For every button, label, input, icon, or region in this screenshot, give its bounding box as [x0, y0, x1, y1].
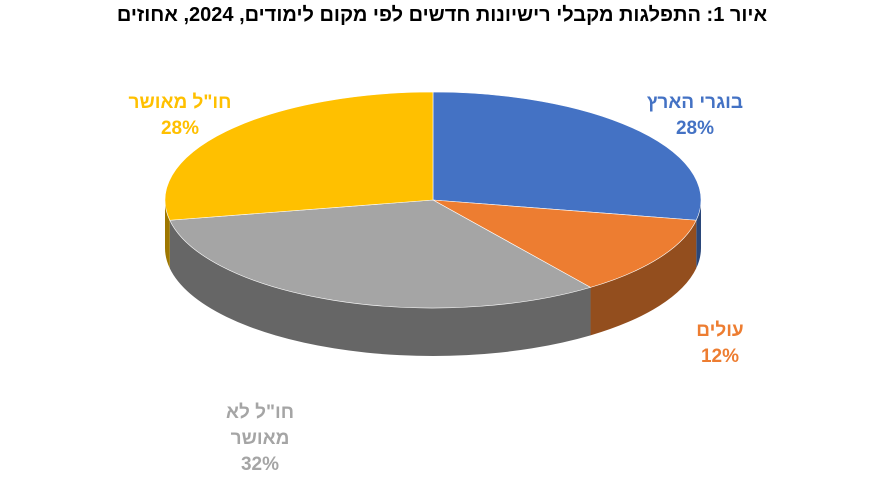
- slice-side: [169, 220, 591, 357]
- slice: [164, 91, 434, 221]
- category-label: חו"ל מאושר: [128, 92, 232, 113]
- slice-side: [696, 200, 701, 269]
- category-label: חו"ל לא מאושר: [225, 402, 294, 449]
- slice: [432, 91, 702, 221]
- chart-title: איור 1: התפלגות מקבלי רישיונות חדשים לפי…: [116, 4, 768, 26]
- slice-label: חו"ל מאושר 28%: [90, 90, 270, 142]
- slice-label: חו"ל לא מאושר 32%: [190, 400, 330, 478]
- slice-side: [165, 200, 170, 269]
- value-label: 28%: [675, 118, 715, 139]
- value-label: 12%: [700, 346, 740, 367]
- slice-label: עולים 12%: [665, 318, 775, 370]
- slice: [432, 199, 697, 288]
- slice: [169, 199, 592, 309]
- slice-side: [590, 220, 697, 336]
- category-label: בוגרי הארץ: [646, 92, 744, 113]
- value-label: 32%: [240, 454, 280, 475]
- value-label: 28%: [160, 118, 200, 139]
- category-label: עולים: [696, 320, 744, 341]
- slice-label: בוגרי הארץ 28%: [610, 90, 780, 142]
